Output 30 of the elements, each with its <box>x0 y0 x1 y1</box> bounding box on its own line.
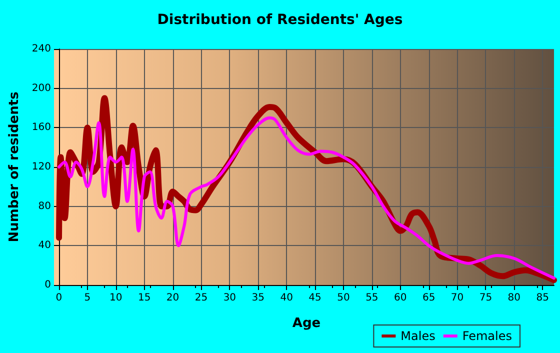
x-axis-title: Age <box>292 316 321 331</box>
chart-title: Distribution of Residents' Ages <box>157 12 403 28</box>
x-tick-label: 0 <box>56 292 62 304</box>
legend-label: Females <box>462 329 512 343</box>
y-tick-label: 40 <box>38 240 51 252</box>
x-tick-label: 15 <box>138 292 151 304</box>
x-tick-label: 20 <box>166 292 180 304</box>
x-tick-label: 70 <box>450 292 464 304</box>
y-tick-label: 160 <box>32 122 51 134</box>
y-tick-label: 0 <box>44 280 51 290</box>
y-axis-title: Number of residents <box>7 91 22 242</box>
y-tick-label: 240 <box>32 44 51 54</box>
x-tick-label: 75 <box>479 292 492 304</box>
x-tick-label: 5 <box>84 292 91 304</box>
y-tick-label: 200 <box>32 82 51 94</box>
x-tick-label: 10 <box>110 292 122 304</box>
x-tick-label: 85 <box>536 292 549 304</box>
x-tick-label: 55 <box>366 292 378 304</box>
y-tick-label: 80 <box>38 200 51 212</box>
x-tick-label: 35 <box>252 292 264 304</box>
x-tick-label: 50 <box>337 292 350 304</box>
x-tick-label: 30 <box>223 292 236 304</box>
x-tick-label: 60 <box>394 292 407 304</box>
x-tick-label: 40 <box>280 292 293 304</box>
x-tick-label: 65 <box>422 292 436 304</box>
y-tick-label: 120 <box>32 162 51 172</box>
x-tick-label: 25 <box>194 292 208 304</box>
x-tick-label: 80 <box>508 292 521 304</box>
x-tick-label: 45 <box>308 292 322 304</box>
legend-label: Males <box>400 329 436 343</box>
